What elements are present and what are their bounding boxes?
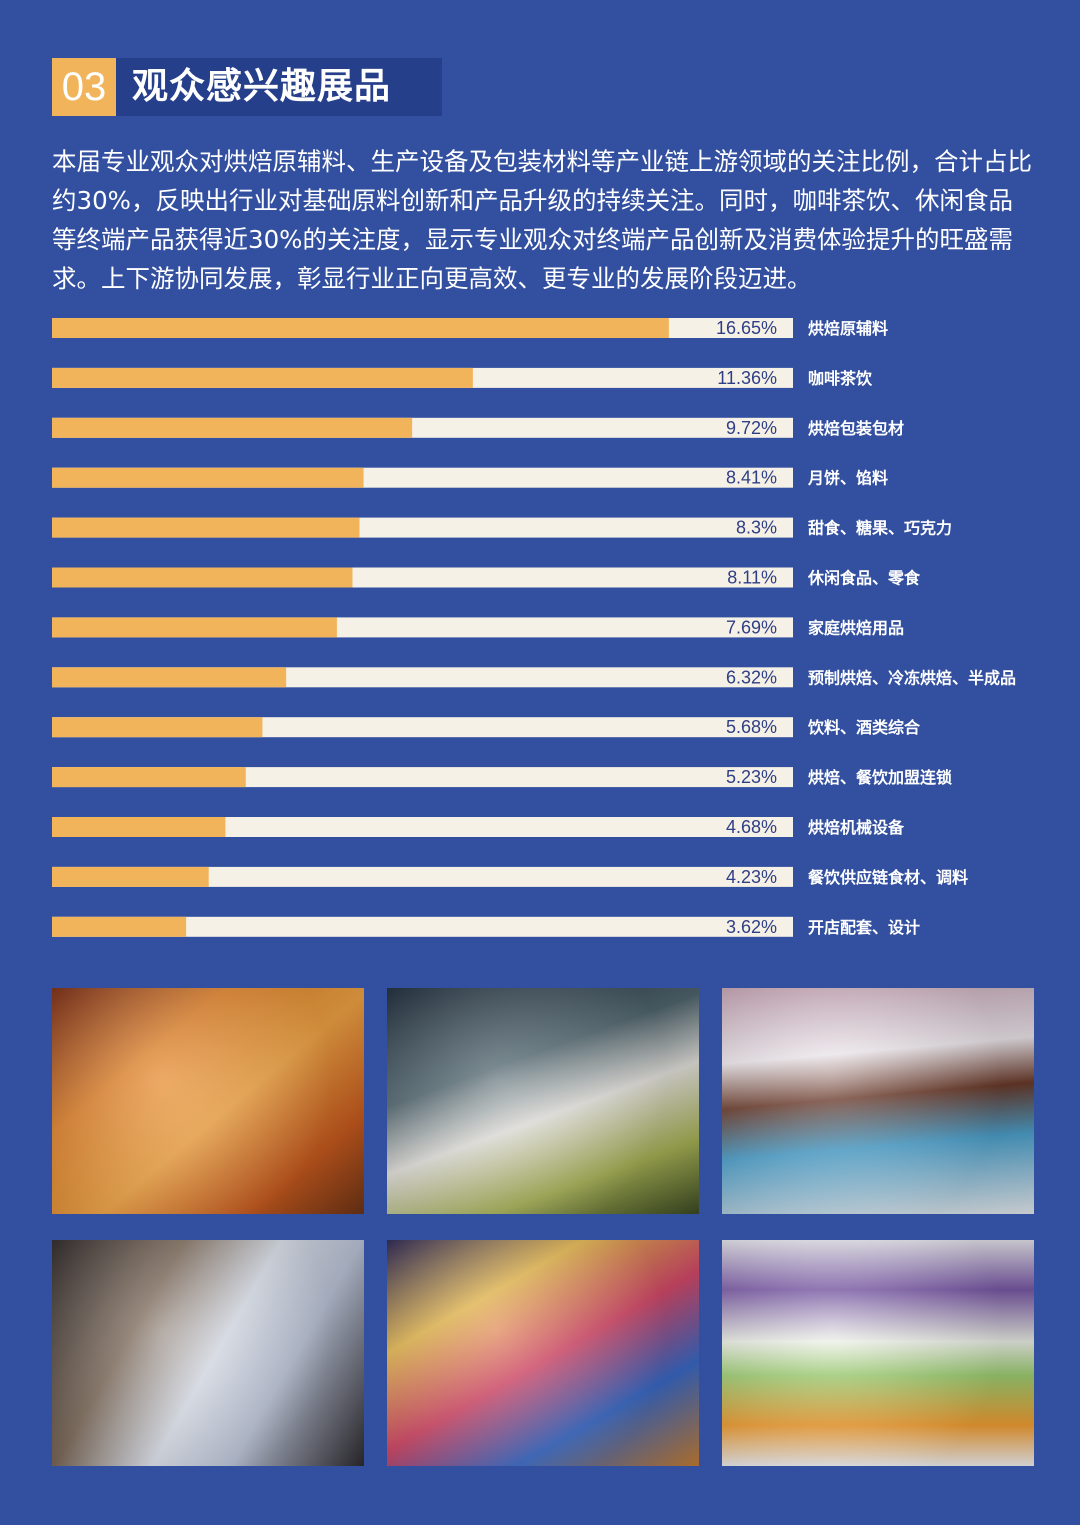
section-title: 观众感兴趣展品 [116,58,442,116]
bar-value-label: 8.11% [727,568,777,588]
intro-paragraph: 本届专业观众对烘焙原辅料、生产设备及包装材料等产业链上游领域的关注比例，合计占比… [52,147,1032,293]
section-number: 03 [52,58,116,116]
bar [52,517,360,538]
bar-value-label: 8.3% [736,518,777,538]
category-label: 休闲食品、零食 [807,569,921,588]
bar [52,817,226,837]
bar [52,567,353,588]
category-label: 饮料、酒类综合 [807,718,921,737]
category-label: 烘焙、餐饮加盟连锁 [808,768,952,787]
category-label: 烘焙机械设备 [808,818,905,837]
cookie-tins-photo [387,1240,699,1466]
bar [52,318,669,338]
bar [52,617,337,638]
bar-track [52,916,793,937]
bar-track [52,866,793,887]
category-label: 家庭烘焙用品 [808,618,904,637]
category-label: 咖啡茶饮 [808,369,873,388]
bar-value-label: 3.62% [726,917,777,937]
interest-bar-chart: 16.65% 烘焙原辅料 11.36% 咖啡茶饮 9.72% 烘焙包装包材 8.41% 月饼、… [52,318,1016,937]
bar [52,717,263,738]
bar [52,916,187,937]
bread-photo [52,988,364,1214]
bar-value-label: 16.65% [716,318,777,338]
bar-value-label: 5.68% [726,717,777,737]
bar-track [52,817,793,837]
category-label: 甜食、糖果、巧克力 [808,519,952,538]
category-label: 月饼、馅料 [807,469,888,488]
bar [52,866,209,887]
bar [52,467,364,488]
bar-value-label: 7.69% [726,617,777,637]
bar-value-label: 4.68% [726,817,777,837]
bar [52,367,473,388]
coffee-bags-photo [52,1240,364,1466]
bar [52,667,287,688]
bar [52,767,246,788]
section-header: 03 观众感兴趣展品 [52,58,442,116]
bar [52,417,413,438]
bar-value-label: 8.41% [726,468,777,488]
bar-value-label: 11.36% [717,368,777,388]
snack-shelf-photo [722,1240,1034,1466]
bar-value-label: 9.72% [726,418,777,438]
sugar-dress-photo [387,988,699,1214]
bar-value-label: 6.32% [726,667,777,687]
category-label: 烘焙原辅料 [808,319,888,338]
category-label: 开店配套、设计 [808,918,920,937]
category-label: 预制烘焙、冷冻烘焙、半成品 [808,668,1016,687]
bar-value-label: 5.23% [726,767,777,787]
category-label: 餐饮供应链食材、调料 [807,868,968,887]
bar-value-label: 4.23% [726,867,777,887]
category-label: 烘焙包装包材 [808,419,904,438]
globe-cake-photo [722,988,1034,1214]
